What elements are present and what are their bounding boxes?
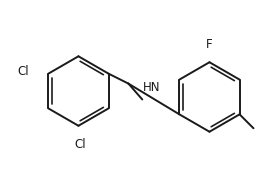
Text: Cl: Cl (17, 65, 29, 78)
Text: HN: HN (143, 81, 161, 94)
Text: Cl: Cl (75, 138, 86, 151)
Text: F: F (206, 38, 213, 51)
